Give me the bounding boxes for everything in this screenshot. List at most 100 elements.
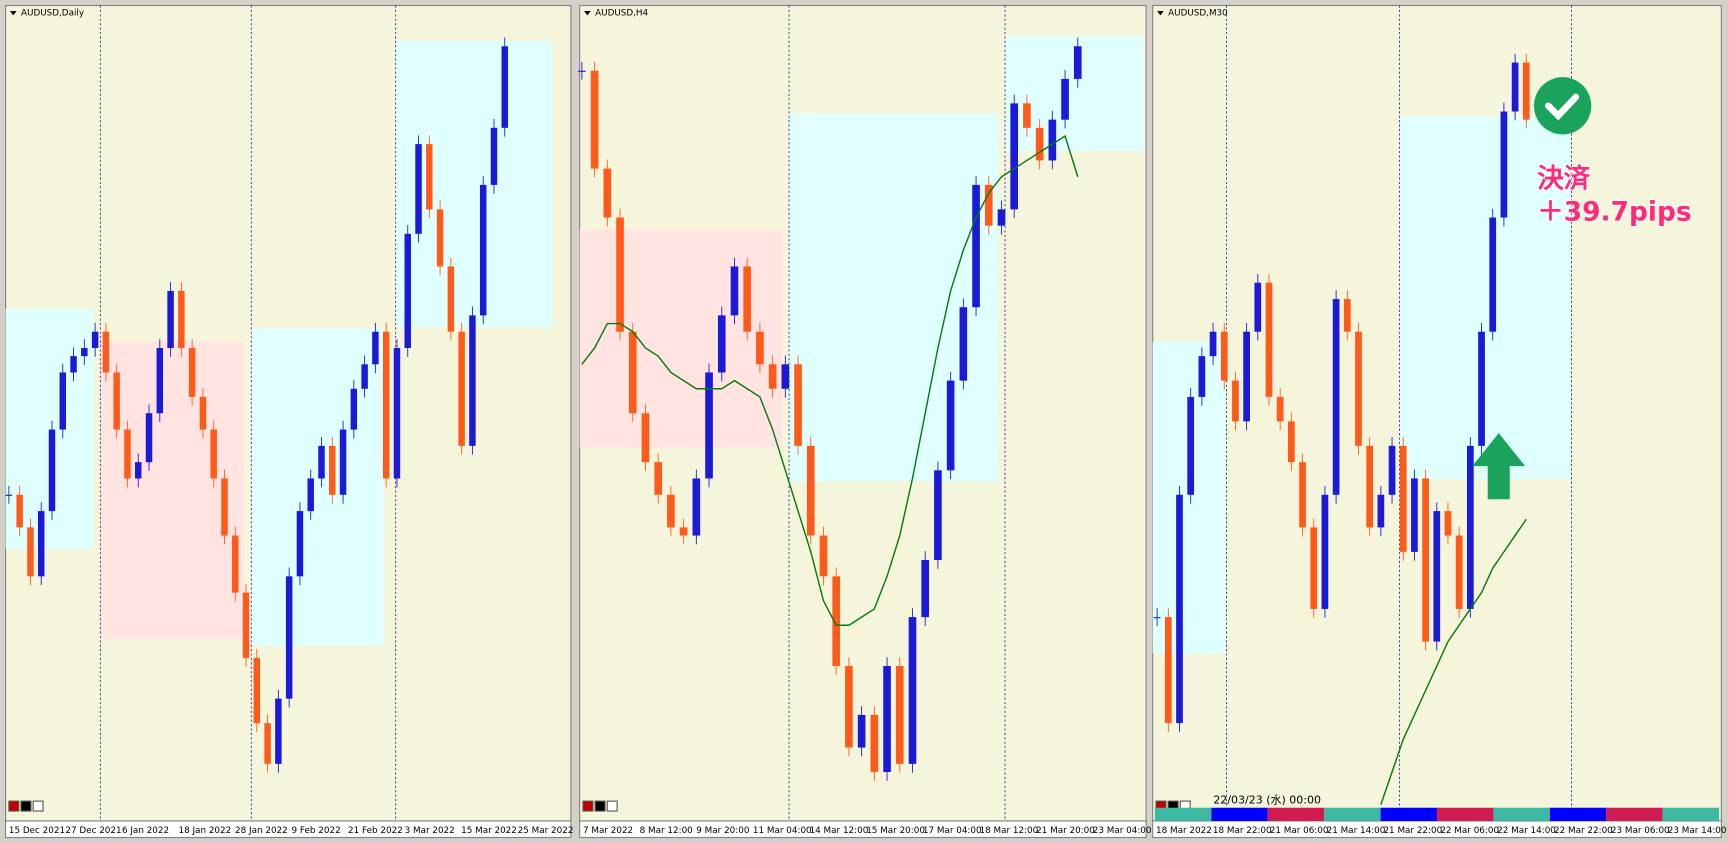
candle — [1187, 396, 1195, 495]
candle — [1310, 527, 1318, 609]
candle — [1153, 617, 1161, 619]
chart-title: AUDUSD,Daily — [21, 8, 84, 18]
candle — [1332, 299, 1340, 495]
candle — [743, 266, 752, 332]
candle — [135, 462, 142, 479]
candle — [426, 144, 433, 210]
candle — [717, 315, 726, 373]
candle — [870, 714, 879, 773]
title-arrow — [9, 11, 17, 16]
candle — [1388, 445, 1396, 495]
candle — [921, 560, 930, 618]
candle — [113, 372, 120, 430]
candle — [1422, 478, 1429, 642]
candle — [382, 331, 390, 479]
session-bar — [1267, 807, 1325, 821]
x-tick-label: 9 Mar 20:00 — [696, 826, 750, 836]
candle — [102, 331, 110, 373]
candle — [393, 347, 401, 479]
candle — [329, 445, 336, 495]
candle — [1010, 103, 1019, 210]
candle — [628, 331, 637, 414]
candle — [275, 698, 282, 764]
candle — [1511, 62, 1519, 112]
candle — [48, 429, 56, 512]
candle — [667, 494, 675, 528]
candle — [37, 511, 45, 577]
x-tick-label: 14 Mar 12:00 — [810, 826, 869, 836]
candle — [372, 331, 379, 365]
candle — [210, 429, 217, 479]
candle — [1198, 356, 1206, 397]
session-bar — [1380, 807, 1438, 821]
chart-panel: AUDUSD,H4 7 Mar 2022 8 Mar 12:00 9 Mar 20:0… — [578, 4, 1152, 839]
candle — [946, 380, 955, 471]
x-tick-label: 22 Mar 14:00 — [1497, 826, 1556, 836]
candle — [285, 576, 293, 699]
candle — [1500, 111, 1508, 218]
candle — [1243, 331, 1250, 422]
candle — [350, 388, 358, 430]
candle — [806, 445, 815, 536]
candle — [458, 331, 465, 446]
candle — [1444, 511, 1452, 536]
x-tick-label: 15 Mar 20:00 — [866, 826, 925, 836]
candle — [845, 666, 853, 748]
annotation: 決済 — [1537, 163, 1590, 194]
x-tick-label: 15 Dec 2021 — [9, 826, 65, 836]
zone-box — [100, 341, 244, 640]
x-tick-label: 28 Jan 2022 — [235, 826, 288, 836]
candle — [447, 266, 455, 332]
candle — [1023, 103, 1031, 128]
x-tick-label: 23 Mar 04:00 — [1093, 826, 1152, 836]
x-tick-label: 25 Mar 2022 — [518, 826, 574, 836]
candle — [883, 666, 891, 773]
x-tick-label: 22 Mar 06:00 — [1440, 826, 1499, 836]
candle — [59, 372, 67, 430]
toolbar-icon — [8, 800, 20, 812]
candle — [1035, 127, 1044, 161]
candle — [819, 535, 828, 577]
candle — [641, 413, 650, 463]
x-axis-strip — [579, 820, 1147, 839]
candle — [404, 233, 411, 348]
candle — [1489, 217, 1497, 332]
check-mark — [1545, 93, 1580, 121]
candle — [188, 347, 196, 397]
candle — [908, 617, 917, 764]
session-bar — [1493, 807, 1550, 821]
candle — [490, 127, 498, 185]
candle — [1377, 494, 1385, 528]
candle — [1399, 445, 1407, 552]
candle — [1288, 421, 1295, 463]
candle — [501, 46, 508, 128]
x-tick-label: 21 Mar 06:00 — [1270, 826, 1329, 836]
candle — [679, 527, 688, 536]
candle — [178, 290, 185, 348]
candle — [1355, 331, 1362, 446]
candle — [296, 511, 304, 577]
candle — [1522, 62, 1530, 120]
title-arrow — [1157, 11, 1164, 16]
candle — [768, 364, 777, 389]
candle — [1265, 282, 1273, 397]
candle — [27, 527, 34, 577]
candle — [145, 413, 153, 463]
chart-title: AUDUSD,M30 — [1168, 8, 1228, 18]
candle — [616, 217, 624, 332]
chart-panel: AUDUSD,Daily 15 Dec 2021 27 Dec 2021 6 Jan … — [5, 4, 574, 839]
candle — [1366, 445, 1374, 528]
session-bar — [1437, 807, 1494, 821]
check-badge — [1533, 77, 1592, 135]
toolbar-icon — [582, 800, 594, 812]
candle — [5, 494, 13, 496]
candle — [415, 144, 422, 234]
candle — [339, 429, 347, 495]
candle — [361, 364, 368, 389]
session-bar — [1606, 807, 1663, 821]
candle — [469, 315, 476, 446]
candle — [436, 209, 444, 267]
candle — [253, 657, 261, 724]
